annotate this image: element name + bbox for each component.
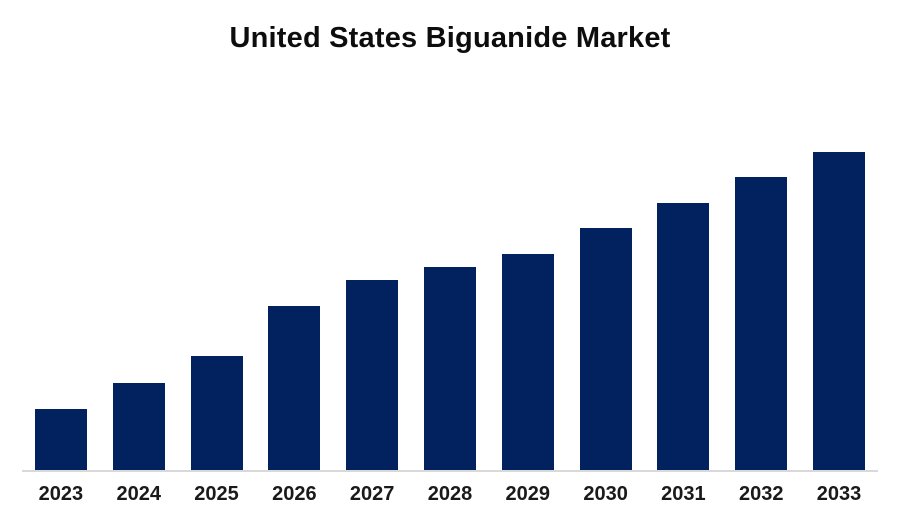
bar-2026	[268, 306, 321, 471]
x-axis-label-2027: 2027	[349, 483, 395, 505]
bar-2028	[423, 266, 476, 471]
bar-cell-2028	[411, 152, 489, 471]
bar-cell-2029	[489, 152, 567, 471]
bar-2024	[112, 382, 165, 471]
x-axis-label-2023: 2023	[38, 483, 84, 505]
bar-2030	[579, 227, 632, 471]
bars-row	[22, 152, 878, 471]
x-axis-label-2029: 2029	[505, 483, 551, 505]
bar-2033	[813, 152, 866, 471]
x-axis-label-2033: 2033	[816, 483, 862, 505]
x-axis-label-2024: 2024	[116, 483, 161, 505]
bar-cell-2023	[22, 152, 100, 471]
x-axis-label-2028: 2028	[427, 483, 473, 505]
bar-2027	[346, 279, 399, 471]
bar-cell-2025	[178, 152, 256, 471]
x-axis-label-2025: 2025	[194, 483, 239, 505]
x-axis-label-2030: 2030	[583, 483, 628, 505]
x-axis-label-2031: 2031	[661, 483, 706, 505]
bar-2023	[34, 409, 87, 471]
bar-cell-2033	[800, 152, 878, 471]
chart-title: United States Biguanide Market	[229, 22, 671, 54]
bar-cell-2027	[333, 152, 411, 471]
x-axis-label-2026: 2026	[272, 483, 317, 505]
bar-cell-2024	[100, 152, 178, 471]
bar-cell-2032	[722, 152, 800, 471]
bar-cell-2031	[645, 152, 723, 471]
bar-2025	[190, 355, 243, 471]
bar-2029	[501, 254, 554, 471]
bar-2031	[657, 203, 710, 471]
x-axis-label-2032: 2032	[738, 483, 784, 505]
x-axis-labels-row: 2023 2024 2025 2026 2027 2028 2029 2030 2031 2032…	[22, 482, 878, 506]
bar-2032	[735, 176, 788, 471]
x-axis-line	[22, 470, 878, 472]
bar-cell-2026	[255, 152, 333, 471]
plot-area	[22, 152, 878, 471]
bar-cell-2030	[567, 152, 645, 471]
